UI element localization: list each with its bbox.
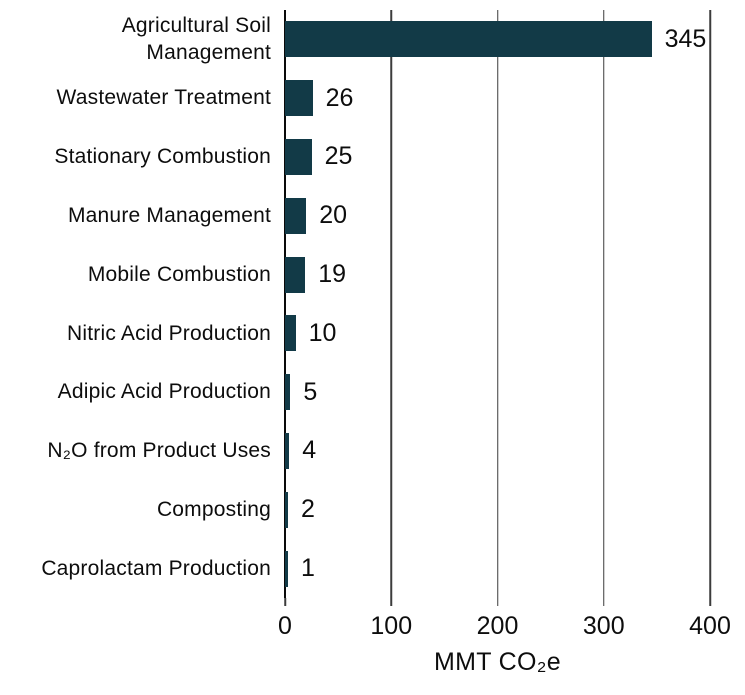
gridline [603,10,605,598]
x-axis-tick [284,598,286,606]
value-label: 2 [301,495,315,524]
gridline [390,10,392,598]
gridline [709,10,711,598]
bar-row: Mobile Combustion 19 [0,245,745,304]
x-axis-tick [496,598,499,606]
x-axis-tick-label: 0 [278,612,292,640]
bar-row: Agricultural Soil Management 345 [0,10,745,69]
category-label: Nitric Acid Production [67,321,271,345]
bar-area: 20 [285,186,745,245]
x-axis-tick [603,598,605,606]
bar [285,315,296,352]
bar [285,550,288,587]
category-label: Manure Management [67,203,271,227]
value-label: 10 [308,318,337,347]
plot-area [284,10,711,598]
bar [285,80,313,117]
bar-row: Manure Management 20 [0,186,745,245]
bar-row: Caprolactam Production 1 [0,539,745,598]
x-axis-tick [709,598,711,606]
bar-row: Adipic Acid Production 5 [0,363,745,422]
value-label: 25 [324,142,353,171]
bar [285,197,307,234]
bar [285,256,306,293]
y-axis-line [284,10,286,598]
value-label: 4 [302,436,317,465]
category-label: Mobile Combustion [87,262,271,286]
bar-area: 25 [285,128,745,187]
value-label: 5 [303,377,318,406]
bar-area: 5 [285,363,745,422]
bar-row: Stationary Combustion 25 [0,128,745,187]
bar-area: 345 [285,10,745,69]
value-label: 1 [301,554,315,583]
bar-area: 2 [285,480,745,539]
category-label: Stationary Combustion [54,145,271,169]
bar-area: 10 [285,304,745,363]
bar-row: Composting 2 [0,480,745,539]
x-axis: 0 100 200 300 400 [278,598,731,648]
bar-row: Nitric Acid Production 10 [0,304,745,363]
bar [285,432,290,469]
bar [285,138,312,175]
bar-area: 1 [285,539,745,598]
category-label: Caprolactam Production [41,556,271,580]
bar [285,491,288,528]
gridline [496,10,499,598]
x-axis-tick-label: 100 [370,612,413,640]
value-label: 345 [664,24,707,53]
bar-row: N₂O from Product Uses 4 [0,422,745,481]
x-axis-title: MMT CO₂e [434,648,561,676]
x-axis-tick-label: 300 [582,612,625,640]
category-label: Wastewater Treatment [56,86,271,110]
x-axis-tick-label: 400 [689,612,731,640]
bar-area: 26 [285,69,745,128]
x-axis-tick [390,598,392,606]
value-label: 20 [319,201,348,230]
bar [285,374,291,411]
category-label: Composting [156,497,271,521]
category-label: N₂O from Product Uses [47,439,271,463]
value-label: 26 [325,83,354,112]
x-axis-tick-label: 200 [476,612,519,640]
bar-row: Wastewater Treatment 26 [0,69,745,128]
bar-rows: Agricultural Soil Management 345 Wastewate… [0,10,745,598]
bar-area: 4 [285,422,745,481]
value-label: 19 [318,260,346,289]
bar [285,21,652,58]
bar-area: 19 [285,245,745,304]
category-label: Adipic Acid Production [57,380,271,404]
category-label: Agricultural Soil Management [121,13,271,65]
